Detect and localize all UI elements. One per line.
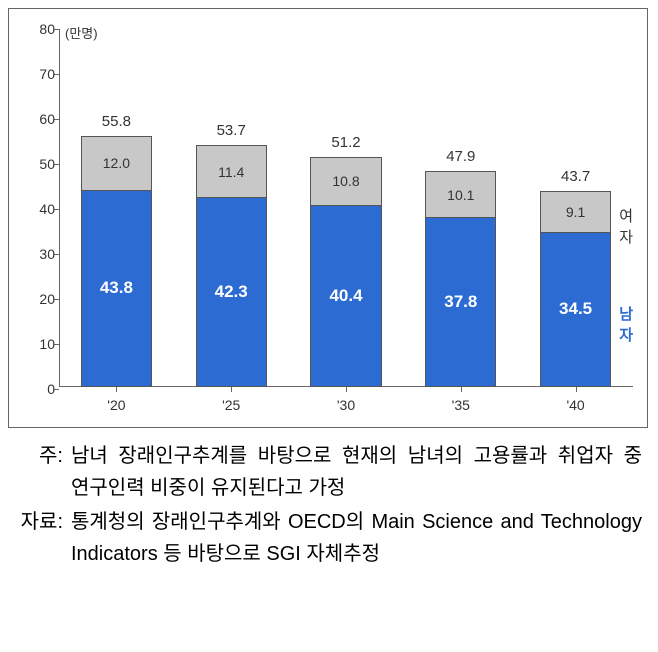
bar-segment-male: 43.8: [81, 190, 152, 387]
y-tick-label: 30: [27, 246, 55, 262]
source-prefix: 자료:: [16, 506, 71, 570]
note-prefix: 주:: [16, 440, 71, 504]
note-body: 남녀 장래인구추계를 바탕으로 현재의 남녀의 고용률과 취업자 중 연구인력 …: [71, 440, 642, 504]
y-tick-label: 40: [27, 201, 55, 217]
bar-total-label: 43.7: [540, 168, 611, 185]
x-tick-mark: [346, 387, 347, 392]
bar-segment-male: 40.4: [310, 205, 381, 387]
bar-value-female: 12.0: [82, 155, 151, 171]
y-tick-label: 70: [27, 66, 55, 82]
bar-segment-female: 10.8: [310, 157, 381, 206]
bar-total-label: 47.9: [425, 148, 496, 165]
bar-segment-female: 11.4: [196, 145, 267, 196]
series-label-female: 여자: [619, 205, 633, 247]
bar-value-male: 42.3: [197, 282, 266, 302]
series-label-male: 남자: [619, 303, 633, 345]
bar-40: 43.79.134.5: [540, 191, 611, 387]
y-tick-label: 60: [27, 111, 55, 127]
bar-segment-male: 34.5: [540, 232, 611, 387]
bar-value-male: 37.8: [426, 292, 495, 312]
note-row: 주: 남녀 장래인구추계를 바탕으로 현재의 남녀의 고용률과 취업자 중 연구…: [16, 440, 642, 504]
bar-segment-female: 10.1: [425, 171, 496, 216]
bar-total-label: 55.8: [81, 113, 152, 130]
bar-segment-male: 37.8: [425, 217, 496, 387]
y-tick-label: 80: [27, 21, 55, 37]
bar-segment-female: 12.0: [81, 136, 152, 190]
bar-segment-female: 9.1: [540, 191, 611, 232]
y-tick-label: 10: [27, 336, 55, 352]
bar-value-female: 10.1: [426, 187, 495, 203]
bar-total-label: 53.7: [196, 122, 267, 139]
bar-30: 51.210.840.4: [310, 157, 381, 387]
x-tick-label: '30: [337, 397, 355, 413]
x-tick-label: '35: [452, 397, 470, 413]
x-tick-label: '20: [107, 397, 125, 413]
bar-25: 53.711.442.3: [196, 145, 267, 387]
notes-section: 주: 남녀 장래인구추계를 바탕으로 현재의 남녀의 고용률과 취업자 중 연구…: [8, 440, 650, 570]
y-tick-label: 0: [27, 381, 55, 397]
y-axis-line: [59, 29, 60, 387]
bar-20: 55.812.043.8: [81, 136, 152, 387]
bar-value-male: 40.4: [311, 286, 380, 306]
x-tick-mark: [461, 387, 462, 392]
x-tick-mark: [231, 387, 232, 392]
bar-value-female: 11.4: [197, 164, 266, 180]
bar-value-female: 10.8: [311, 173, 380, 189]
source-row: 자료: 통계청의 장래인구추계와 OECD의 Main Science and …: [16, 506, 642, 570]
source-body: 통계청의 장래인구추계와 OECD의 Main Science and Tech…: [71, 506, 642, 570]
chart-container: (만명) 55.812.043.8'2053.711.442.3'2551.21…: [8, 8, 648, 428]
bar-segment-male: 42.3: [196, 197, 267, 387]
bar-value-male: 43.8: [82, 278, 151, 298]
bar-total-label: 51.2: [310, 134, 381, 151]
y-tick-label: 20: [27, 291, 55, 307]
x-tick-mark: [576, 387, 577, 392]
bar-value-female: 9.1: [541, 204, 610, 220]
x-tick-label: '40: [566, 397, 584, 413]
plot-area: 55.812.043.8'2053.711.442.3'2551.210.840…: [59, 29, 633, 387]
bar-value-male: 34.5: [541, 299, 610, 319]
x-tick-label: '25: [222, 397, 240, 413]
y-tick-label: 50: [27, 156, 55, 172]
x-tick-mark: [116, 387, 117, 392]
bar-35: 47.910.137.8: [425, 171, 496, 387]
